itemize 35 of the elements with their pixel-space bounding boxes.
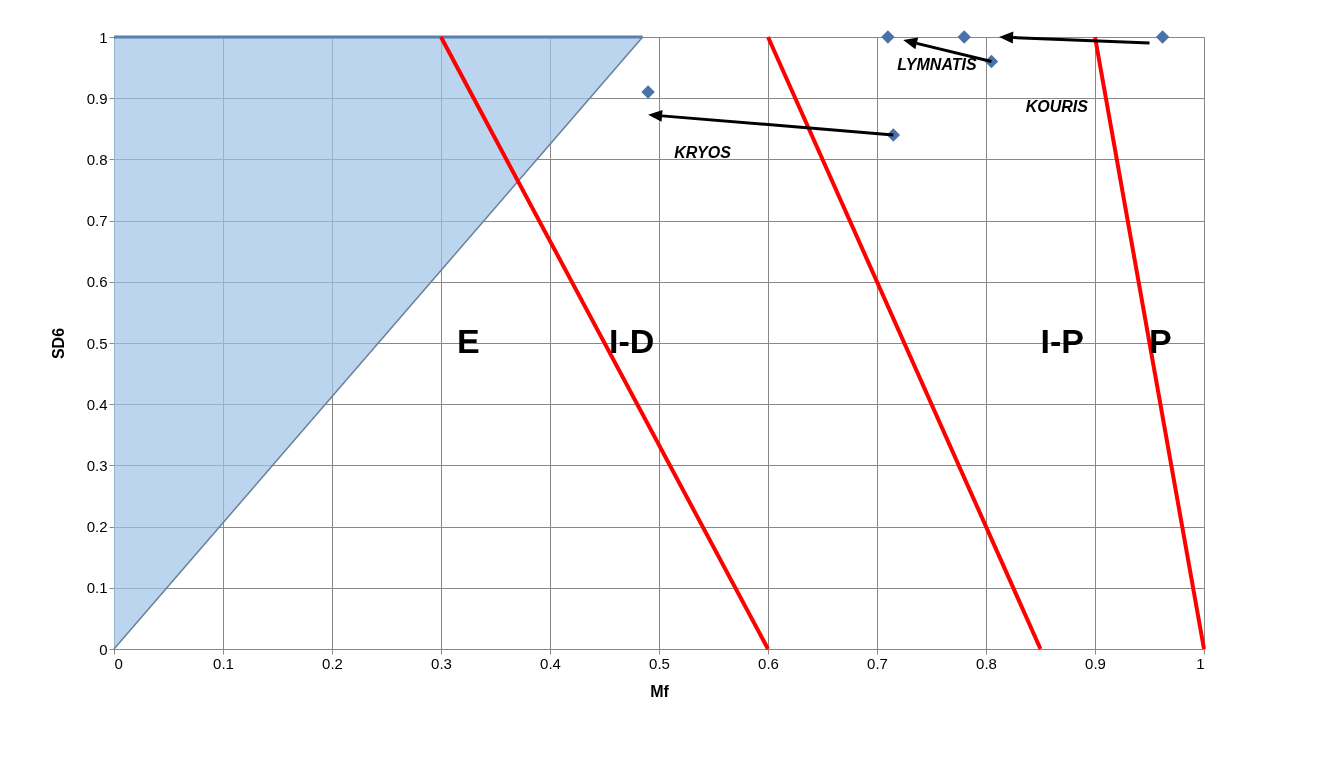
- y-tick-label: 0.4: [86, 395, 108, 413]
- point: [881, 30, 895, 44]
- y-tick-label: 0.3: [86, 456, 108, 474]
- annotation: KRYOS: [674, 144, 732, 162]
- x-tick-label: 0.6: [758, 654, 779, 672]
- y-tick-label: 0.5: [86, 334, 108, 352]
- x-tick-label: 0.8: [976, 654, 997, 672]
- x-tick-label: 0.7: [867, 654, 888, 672]
- x-tick-label: 0: [114, 654, 123, 672]
- annotation: P: [1149, 322, 1172, 360]
- x-tick-label: 0.4: [540, 654, 561, 672]
- x-tick-label: 0.2: [322, 654, 343, 672]
- x-tick-label: 0.9: [1085, 654, 1106, 672]
- y-tick-label: 0.6: [86, 273, 108, 291]
- y-tick-label: 0.2: [86, 518, 108, 536]
- annotation: E: [456, 322, 480, 360]
- point: [957, 30, 971, 44]
- y-tick-label: 0.7: [86, 212, 108, 230]
- x-axis-title: Mf: [650, 682, 670, 700]
- y-axis-title: SD6: [49, 327, 67, 360]
- x-tick-label: 1: [1196, 654, 1205, 672]
- y-tick-label: 0.1: [86, 579, 108, 597]
- point: [1155, 30, 1170, 44]
- x-tick-label: 0.3: [431, 654, 452, 672]
- y-tick-label: 0.8: [86, 150, 108, 168]
- y-tick-label: 0.9: [86, 89, 108, 107]
- annotation: I-P: [1040, 322, 1085, 360]
- annotation: I-D: [609, 322, 655, 360]
- y-tick-label: 1: [99, 28, 108, 46]
- annotation: KOURIS: [1025, 98, 1089, 116]
- x-tick-label: 0.5: [649, 654, 670, 672]
- point: [641, 85, 655, 99]
- y-tick-label: 0: [99, 640, 108, 658]
- annotation: LYMNATIS: [897, 55, 977, 73]
- x-tick-label: 0.1: [213, 654, 234, 672]
